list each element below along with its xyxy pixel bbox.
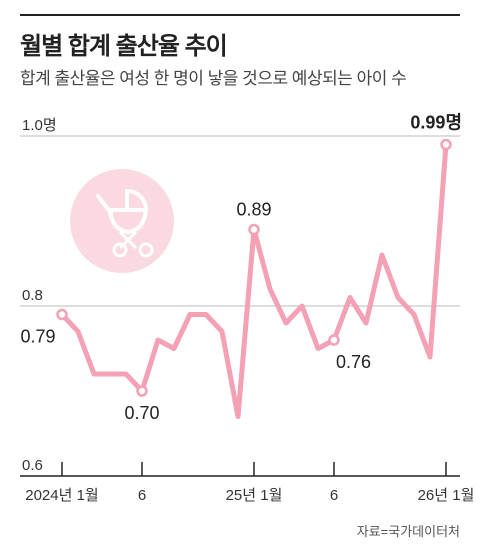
x-tick-label: 6 xyxy=(330,487,338,504)
data-label: 0.76 xyxy=(336,352,371,372)
data-label: 0.89 xyxy=(236,200,271,220)
data-point xyxy=(248,223,260,236)
chart-title: 월별 합계 출산율 추이 xyxy=(20,33,228,60)
y-tick-label: 0.6 xyxy=(22,457,43,474)
data-point xyxy=(136,385,148,397)
x-tick-label: 26년 1월 xyxy=(418,487,475,504)
source-note: 자료=국가데이터처 xyxy=(356,524,460,539)
baby-stroller-icon xyxy=(70,169,174,273)
chart-subtitle: 합계 출산율은 여성 한 명이 낳을 것으로 예상되는 아이 수 xyxy=(20,69,407,88)
x-tick-label: 25년 1월 xyxy=(226,487,283,504)
data-label: 0.79 xyxy=(20,327,55,347)
data-point xyxy=(328,334,340,346)
top-rule xyxy=(20,14,460,16)
data-point xyxy=(440,138,452,151)
data-point xyxy=(56,308,68,321)
y-tick-label: 1.0명 xyxy=(22,117,57,134)
x-tick-label: 2024년 1월 xyxy=(25,487,98,504)
data-label: 0.99명 xyxy=(410,113,462,133)
data-label: 0.70 xyxy=(124,403,159,423)
x-tick-label: 6 xyxy=(138,487,146,504)
y-tick-label: 0.8 xyxy=(22,287,43,304)
